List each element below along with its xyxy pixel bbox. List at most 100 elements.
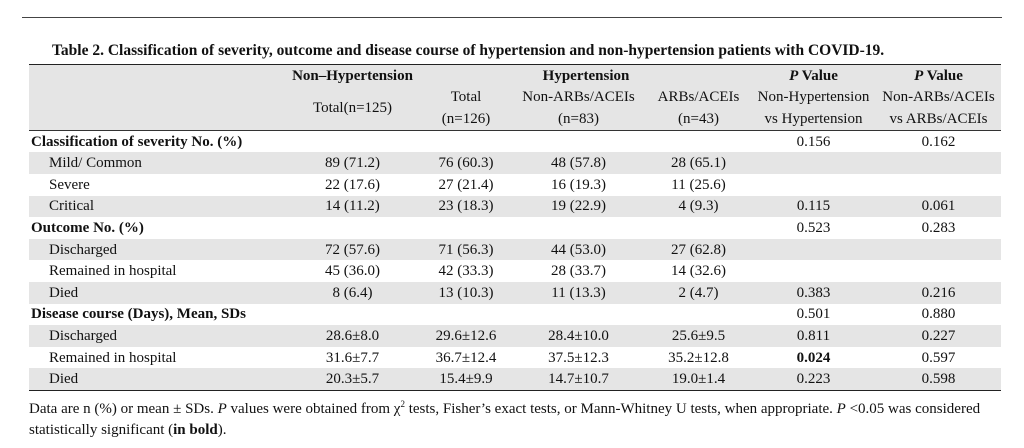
cell-p2 (876, 152, 1001, 174)
cell-p2: 0.880 (921, 306, 956, 323)
footnote-part-1: Data are n (%) or mean ± SDs. (29, 401, 218, 417)
cell-c4 (646, 217, 751, 239)
cell-c3 (511, 130, 646, 152)
cell-c3: 28 (33.7) (551, 263, 606, 280)
cell-c1 (284, 217, 421, 239)
cell-c4 (646, 130, 751, 152)
col-header-p2-l2: vs ARBs/ACEIs (889, 110, 988, 127)
cell-c4: 25.6±9.5 (671, 327, 726, 344)
cell-c3: 19 (22.9) (551, 198, 606, 215)
p-italic: P (914, 67, 924, 84)
col-header-non-arbs-l2: (n=83) (558, 110, 599, 127)
cell-c1: 31.6±7.7 (325, 349, 380, 366)
col-header-nonhtn-total: Total(n=125) (312, 100, 393, 117)
footnote-part-2: values were obtained from χ (226, 401, 401, 417)
cell-c2: 15.4±9.9 (439, 371, 493, 388)
footnote-superscript: 2 (400, 399, 405, 409)
cell-p1 (751, 152, 876, 174)
section-label: Classification of severity No. (%) (31, 133, 243, 150)
row-label: Mild/ Common (49, 155, 142, 172)
cell-c1: 20.3±5.7 (325, 371, 380, 388)
footnote-part-3: tests, Fisher’s exact tests, or Mann-Whi… (404, 401, 837, 417)
cell-p1: 0.115 (796, 198, 831, 215)
cell-p2: 0.162 (921, 133, 956, 150)
p-value-word: Value (923, 67, 963, 84)
table-row: Critical 14 (11.2) 23 (18.3) 19 (22.9) 4 (9.… (29, 195, 1001, 218)
cell-p1: 0.501 (796, 306, 831, 323)
cell-c3 (511, 304, 646, 326)
group-header-hypertension: Hypertension (542, 67, 630, 84)
cell-c3: 28.4±10.0 (548, 327, 609, 344)
table-row: Died 20.3±5.7 15.4±9.9 14.7±10.7 19.0±1.4 0.2… (29, 368, 1001, 391)
cell-p2 (876, 260, 1001, 282)
cell-c1: 72 (57.6) (325, 241, 380, 258)
cell-c1: 8 (6.4) (332, 284, 373, 301)
cell-c4: 11 (25.6) (671, 176, 726, 193)
col-header-arbs-l2: (n=43) (678, 110, 719, 127)
cell-c3: 16 (19.3) (551, 176, 606, 193)
section-row: Classification of severity No. (%) 0.156 0… (29, 130, 1001, 152)
cell-p1 (751, 260, 876, 282)
cell-c4: 19.0±1.4 (671, 371, 726, 388)
row-label: Died (49, 371, 79, 388)
p-value-header-1: P Value (751, 65, 876, 87)
table-body: Classification of severity No. (%) 0.156 0… (29, 130, 1001, 391)
cell-c4: 27 (62.8) (671, 241, 726, 258)
table-row: Discharged 72 (57.6) 71 (56.3) 44 (53.0) 27 … (29, 238, 1001, 261)
col-header-arbs-l1: ARBs/ACEIs (657, 89, 740, 106)
row-label: Severe (49, 176, 90, 193)
row-label: Remained in hospital (49, 263, 177, 280)
cell-c3: 37.5±12.3 (548, 349, 609, 366)
cell-c2 (421, 217, 511, 239)
row-label: Critical (49, 198, 94, 215)
footnote-p-italic: P (217, 401, 227, 417)
table-header: Non–Hypertension Hypertension P Value P … (29, 64, 1001, 131)
cell-c2: 76 (60.3) (438, 155, 494, 172)
col-header-non-arbs-l1: Non-ARBs/ACEIs (522, 89, 635, 106)
cell-p1: 0.523 (796, 219, 831, 236)
cell-p2: 0.061 (921, 198, 956, 215)
cell-c4: 14 (32.6) (671, 263, 726, 280)
top-rule (22, 17, 1002, 18)
col-header-p1-l1: Non-Hypertension (757, 89, 870, 106)
cell-c2: 27 (21.4) (438, 176, 494, 193)
cell-c1: 89 (71.2) (325, 155, 380, 172)
col-header-p2-l1: Non-ARBs/ACEIs (882, 89, 995, 106)
cell-p1 (751, 174, 876, 196)
cell-c1: 22 (17.6) (325, 176, 380, 193)
cell-p2: 0.283 (921, 219, 956, 236)
cell-p2 (876, 239, 1001, 261)
cell-c2: 29.6±12.6 (435, 327, 497, 344)
cell-c1 (284, 130, 421, 152)
cell-c2 (421, 130, 511, 152)
cell-p1: 0.223 (796, 371, 831, 388)
cell-c3: 14.7±10.7 (548, 371, 609, 388)
cell-p2: 0.227 (921, 327, 956, 344)
footnote-part-5: ). (217, 422, 227, 438)
group-header-non-hypertension: Non–Hypertension (292, 67, 413, 84)
table-footnote: Data are n (%) or mean ± SDs. P values w… (29, 394, 1004, 441)
cell-c2: 42 (33.3) (438, 263, 494, 280)
cell-p2: 0.598 (921, 371, 956, 388)
cell-c4 (646, 304, 751, 326)
cell-p2: 0.216 (921, 284, 956, 301)
results-table: Non–Hypertension Hypertension P Value P … (29, 64, 1001, 391)
footnote-bold: in bold (173, 422, 218, 438)
cell-p1: 0.156 (796, 133, 831, 150)
table-row: Severe 22 (17.6) 27 (21.4) 16 (19.3) 11 (25.… (29, 174, 1001, 196)
col-header-htn-total-l1: Total (450, 89, 482, 106)
table-row: Mild/ Common 89 (71.2) 76 (60.3) 48 (57.8) 2… (29, 152, 1001, 174)
table-row: Died 8 (6.4) 13 (10.3) 11 (13.3) 2 (4.7) 0.38… (29, 281, 1001, 304)
footnote-p-italic: P (836, 401, 846, 417)
cell-c4: 35.2±12.8 (668, 349, 729, 366)
section-label: Outcome No. (%) (31, 219, 144, 236)
cell-p2 (876, 174, 1001, 196)
cell-c2: 71 (56.3) (438, 241, 494, 258)
cell-c3 (511, 217, 646, 239)
p-value-word: Value (798, 67, 838, 84)
p-value-header-2: P Value (876, 65, 1001, 87)
table-caption: Table 2. Classification of severity, out… (52, 42, 885, 59)
cell-p1: 0.383 (796, 284, 831, 301)
cell-p1 (751, 239, 876, 261)
table-row: Discharged 28.6±8.0 29.6±12.6 28.4±10.0 25.6… (29, 325, 1001, 347)
